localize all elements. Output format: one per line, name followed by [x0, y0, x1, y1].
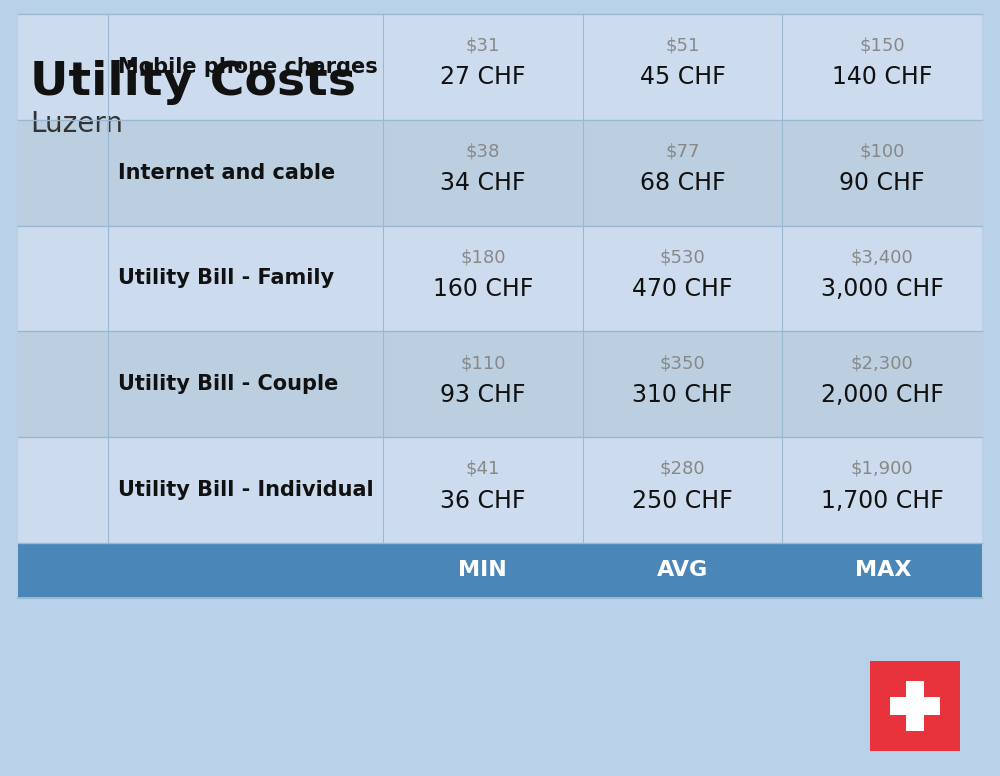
- Text: 3,000 CHF: 3,000 CHF: [821, 277, 944, 301]
- Text: Utility Bill - Individual: Utility Bill - Individual: [118, 480, 374, 500]
- Text: $77: $77: [665, 143, 700, 161]
- Text: 45 CHF: 45 CHF: [640, 65, 725, 89]
- Bar: [385, 543, 581, 598]
- Text: AVG: AVG: [657, 560, 708, 580]
- Text: $530: $530: [660, 248, 705, 266]
- Bar: [18, 331, 982, 437]
- Text: $180: $180: [460, 248, 506, 266]
- Text: 140 CHF: 140 CHF: [832, 65, 932, 89]
- Text: 250 CHF: 250 CHF: [632, 489, 733, 513]
- Text: $31: $31: [466, 36, 500, 55]
- Text: Internet and cable: Internet and cable: [118, 163, 335, 182]
- Bar: [585, 543, 780, 598]
- Text: $38: $38: [466, 143, 500, 161]
- Text: 470 CHF: 470 CHF: [632, 277, 733, 301]
- Text: $350: $350: [660, 354, 705, 372]
- Bar: [890, 697, 940, 715]
- Text: Utility Bill - Couple: Utility Bill - Couple: [118, 374, 338, 394]
- Text: 93 CHF: 93 CHF: [440, 383, 526, 407]
- Text: 310 CHF: 310 CHF: [632, 383, 733, 407]
- Text: $280: $280: [660, 460, 705, 478]
- Bar: [18, 226, 982, 331]
- Text: 34 CHF: 34 CHF: [440, 171, 526, 196]
- Text: 68 CHF: 68 CHF: [640, 171, 725, 196]
- Text: $110: $110: [460, 354, 506, 372]
- Text: $2,300: $2,300: [851, 354, 914, 372]
- Text: Utility Bill - Family: Utility Bill - Family: [118, 268, 334, 289]
- Text: Luzern: Luzern: [30, 110, 123, 138]
- Text: Utility Costs: Utility Costs: [30, 60, 356, 105]
- Text: 160 CHF: 160 CHF: [433, 277, 533, 301]
- Text: Mobile phone charges: Mobile phone charges: [118, 57, 378, 77]
- Text: $3,400: $3,400: [851, 248, 914, 266]
- Text: $41: $41: [466, 460, 500, 478]
- Bar: [18, 120, 982, 226]
- Bar: [18, 14, 982, 120]
- Text: $150: $150: [859, 36, 905, 55]
- Bar: [18, 543, 381, 598]
- Bar: [906, 681, 924, 731]
- Text: $51: $51: [665, 36, 700, 55]
- Bar: [784, 543, 982, 598]
- Text: 1,700 CHF: 1,700 CHF: [821, 489, 944, 513]
- Text: 2,000 CHF: 2,000 CHF: [821, 383, 944, 407]
- Bar: [18, 543, 982, 598]
- Text: 27 CHF: 27 CHF: [440, 65, 526, 89]
- Text: 90 CHF: 90 CHF: [839, 171, 925, 196]
- Text: $1,900: $1,900: [851, 460, 913, 478]
- Text: MAX: MAX: [855, 560, 911, 580]
- Bar: [870, 661, 960, 751]
- Text: MIN: MIN: [458, 560, 507, 580]
- Bar: [18, 437, 982, 543]
- Text: 36 CHF: 36 CHF: [440, 489, 526, 513]
- Text: $100: $100: [859, 143, 905, 161]
